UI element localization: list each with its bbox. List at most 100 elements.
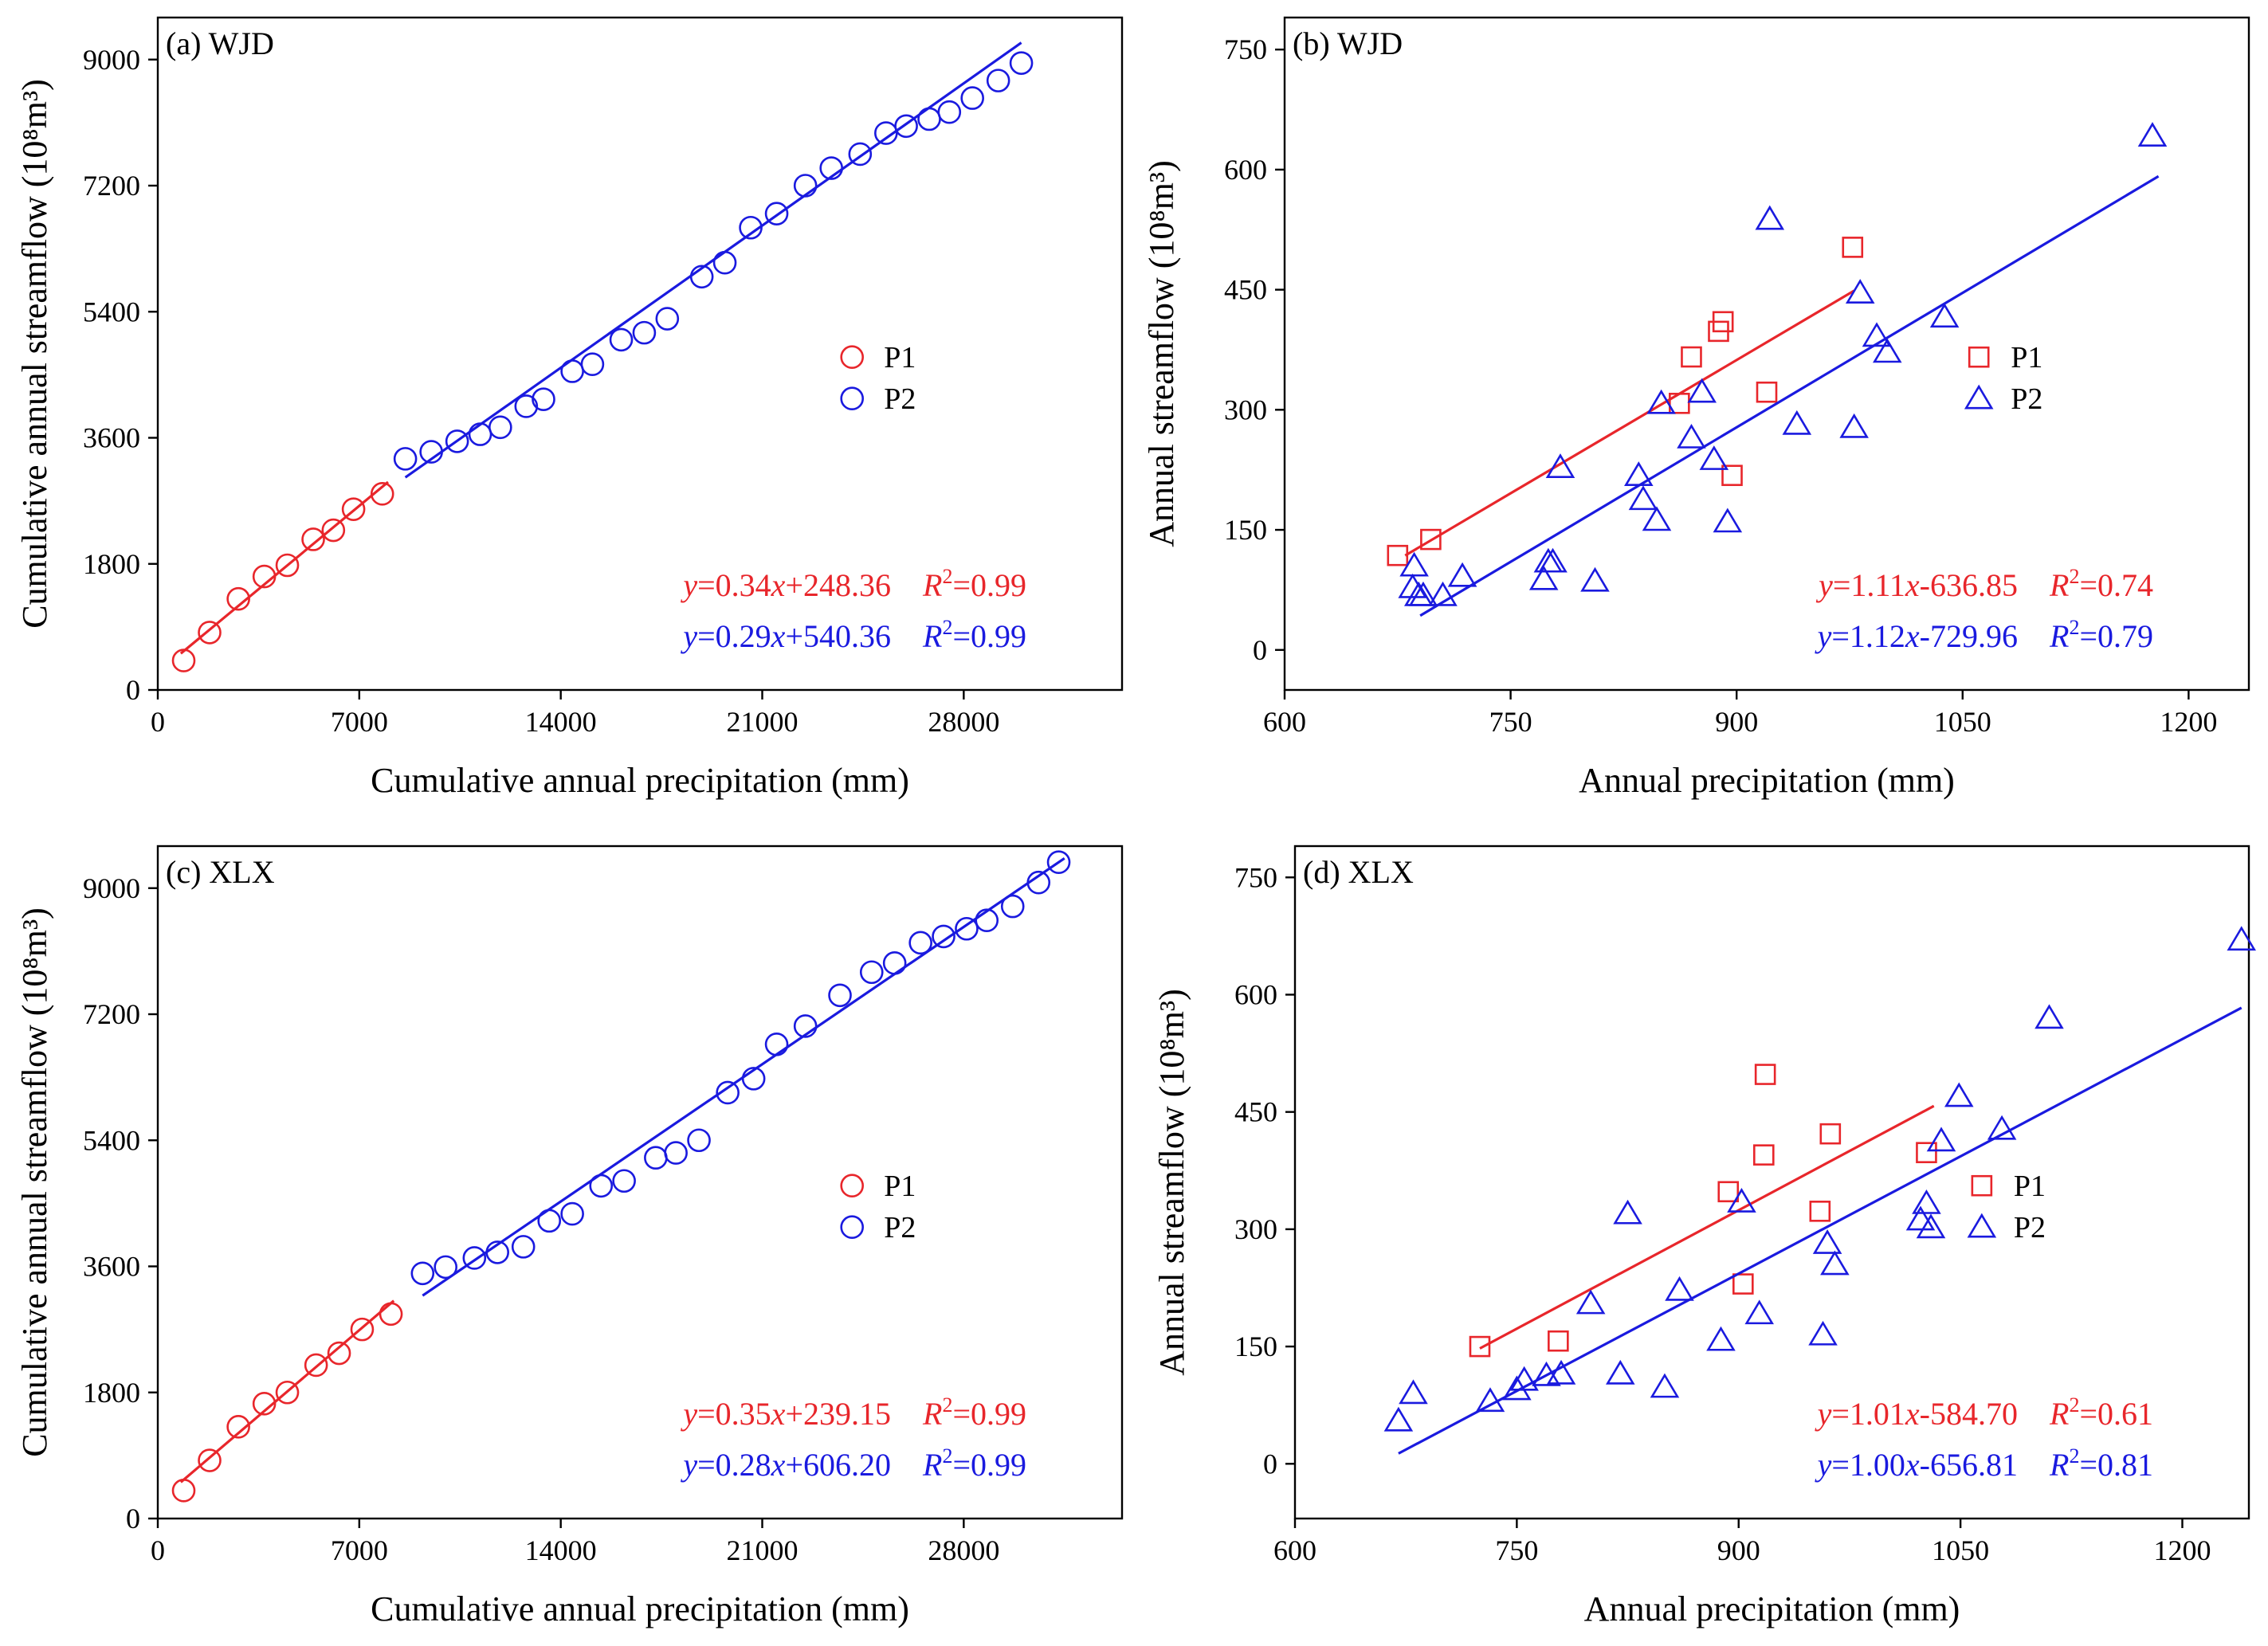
- y-tick-label: 5400: [83, 1124, 140, 1156]
- data-point-p2: [764, 202, 789, 225]
- r-squared-value: =0.99: [952, 1396, 1026, 1432]
- legend-marker-p2: [1964, 384, 1994, 410]
- r-symbol: R: [2049, 567, 2069, 603]
- regression-equation-p1: y=1.01x-584.70: [1815, 1396, 2018, 1432]
- legend-marker-p1: [840, 1174, 864, 1198]
- data-point-p2: [1713, 508, 1743, 533]
- r-superscript: 2: [2069, 1444, 2079, 1468]
- panel-a: 0 7000 14000 21000 28000 0 1800 3600 5400 7200 900…: [15, 16, 1124, 800]
- data-point-p2: [975, 908, 999, 932]
- data-point-p2: [664, 1141, 688, 1165]
- r-symbol: R: [2049, 1447, 2069, 1483]
- eq-intercept: -636.85: [1920, 567, 2018, 603]
- eq-intercept: +540.36: [785, 618, 891, 654]
- y-tick-label: 5400: [83, 296, 140, 327]
- x-tick-label: 0: [151, 706, 165, 738]
- r-squared-value: =0.99: [952, 618, 1026, 654]
- data-point-p2: [532, 387, 555, 411]
- eq-slope: =0.35: [697, 1396, 771, 1432]
- legend-label-p2: P2: [2014, 1211, 2046, 1244]
- data-point-p1: [171, 1479, 196, 1503]
- data-point-p2: [1926, 1127, 1956, 1152]
- eq-y-symbol: y: [1815, 567, 1833, 603]
- data-point-p2: [1916, 1213, 1946, 1239]
- data-point-p2: [2227, 926, 2257, 951]
- r-squared-value: =0.81: [2079, 1447, 2153, 1483]
- x-tick-label: 900: [1715, 706, 1758, 738]
- eq-slope: =1.00: [1831, 1447, 1905, 1483]
- r-symbol: R: [2049, 1396, 2069, 1432]
- data-point-p2: [1755, 205, 1785, 230]
- data-point-p1: [171, 649, 196, 672]
- r-symbol: R: [2049, 618, 2069, 654]
- data-point-p2: [1650, 1373, 1680, 1398]
- legend-label-p2: P2: [2011, 382, 2042, 416]
- data-point-p1: [341, 497, 366, 521]
- r-squared-value: =0.79: [2079, 618, 2153, 654]
- data-point-p1: [1717, 1181, 1740, 1203]
- data-point-p2: [1000, 894, 1025, 919]
- x-tick-label: 28000: [928, 706, 999, 738]
- x-tick-label: 900: [1717, 1534, 1760, 1566]
- data-point-p2: [739, 215, 763, 240]
- data-point-p1: [1712, 311, 1734, 333]
- y-tick-label: 0: [126, 1503, 140, 1534]
- data-point-p2: [1509, 1366, 1539, 1391]
- eq-x-symbol: x: [771, 567, 786, 603]
- data-point-p2: [1744, 1299, 1775, 1325]
- regression-equation-p2: y=0.28x+606.20: [680, 1447, 891, 1483]
- data-point-p2: [955, 916, 979, 941]
- data-point-p2: [1538, 547, 1568, 573]
- data-point-p2: [1624, 461, 1654, 487]
- data-point-p2: [468, 422, 492, 446]
- r-squared-p2: R2=0.99: [922, 1444, 1026, 1483]
- eq-x-symbol: x: [771, 618, 786, 654]
- data-point-p2: [1546, 1359, 1576, 1385]
- data-point-p1: [1819, 1123, 1842, 1145]
- eq-y-symbol: y: [680, 1396, 697, 1432]
- data-point-p2: [1929, 303, 1960, 328]
- plot-frame: [1283, 16, 2250, 692]
- data-point-p2: [1642, 506, 1672, 531]
- data-point-p2: [960, 86, 984, 110]
- data-point-p1: [1754, 1064, 1776, 1085]
- eq-slope: =0.29: [697, 618, 771, 654]
- data-point-p1: [1681, 346, 1702, 368]
- data-point-p2: [1845, 279, 1875, 304]
- r-squared-p2: R2=0.99: [922, 616, 1026, 654]
- data-point-p2: [419, 440, 443, 464]
- data-point-p2: [1447, 562, 1477, 587]
- y-tick-label: 450: [1234, 1096, 1277, 1128]
- r-squared-p2: R2=0.79: [2049, 616, 2153, 654]
- data-point-p1: [198, 621, 222, 645]
- data-point-p2: [1862, 322, 1892, 347]
- y-axis-label: Annual streamflow (10⁸m³): [1152, 989, 1191, 1376]
- eq-intercept: +606.20: [785, 1447, 891, 1483]
- data-point-p2: [1646, 389, 1676, 414]
- data-point-p2: [1046, 850, 1071, 875]
- panel-title: (d) XLX: [1303, 854, 1414, 890]
- data-point-p2: [1580, 566, 1610, 592]
- data-point-p2: [1613, 1199, 1642, 1225]
- legend-label-p2: P2: [884, 1211, 916, 1244]
- data-point-p1: [1387, 544, 1409, 566]
- x-tick-label: 14000: [525, 706, 597, 738]
- data-point-p2: [393, 447, 418, 471]
- r-symbol: R: [922, 1447, 942, 1483]
- eq-x-symbol: x: [1905, 618, 1920, 654]
- data-point-p1: [1548, 1330, 1569, 1352]
- data-point-p2: [2137, 122, 2168, 147]
- fit-line-p1: [179, 480, 389, 655]
- data-point-p2: [1905, 1205, 1936, 1231]
- legend-marker-p1: [1971, 1174, 1993, 1197]
- data-point-p2: [1706, 1326, 1736, 1351]
- r-squared-p1: R2=0.74: [2049, 565, 2153, 603]
- legend-label-p1: P1: [884, 1170, 916, 1203]
- data-point-p1: [1732, 1273, 1754, 1295]
- x-tick-label: 7000: [331, 706, 388, 738]
- x-axis-label: Cumulative annual precipitation (mm): [371, 1589, 909, 1628]
- y-tick-label: 300: [1224, 394, 1267, 425]
- data-point-p2: [560, 1201, 584, 1226]
- r-superscript: 2: [942, 1393, 952, 1417]
- eq-slope: =0.34: [697, 567, 771, 603]
